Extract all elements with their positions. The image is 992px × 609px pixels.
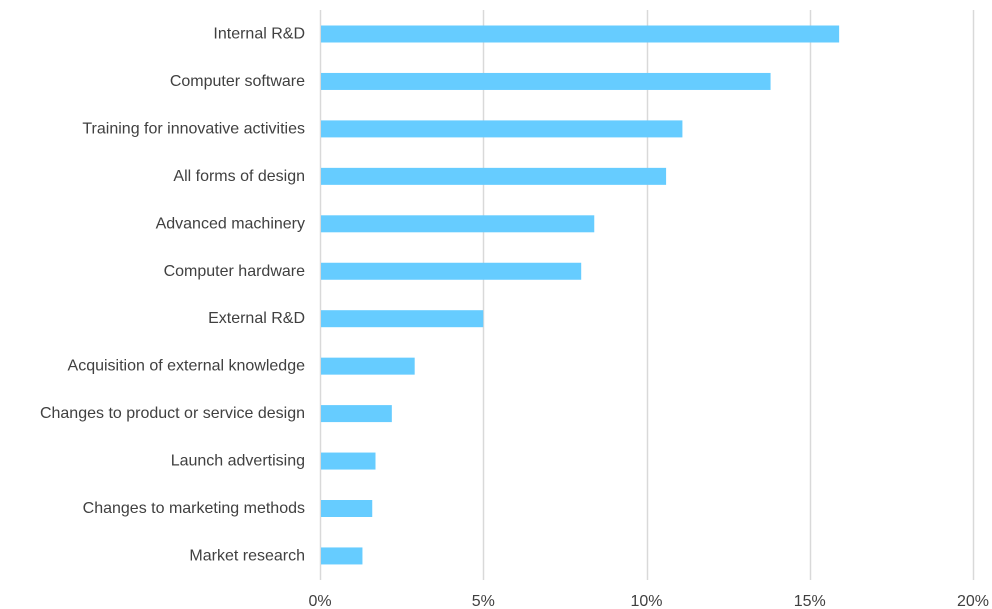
x-tick-label: 10% bbox=[630, 593, 662, 609]
bar-1 bbox=[321, 72, 771, 90]
bar-6 bbox=[321, 310, 484, 328]
bar-3 bbox=[321, 167, 667, 185]
x-tick-label: 15% bbox=[794, 593, 826, 609]
x-tick-label: 20% bbox=[957, 593, 989, 609]
bar-0 bbox=[321, 25, 840, 43]
bars bbox=[321, 25, 840, 565]
category-label: Market research bbox=[189, 547, 305, 564]
category-label: Acquisition of external knowledge bbox=[68, 358, 306, 375]
category-label: Internal R&D bbox=[213, 26, 305, 43]
bar-5 bbox=[321, 262, 582, 280]
category-label: Training for innovative activities bbox=[82, 120, 305, 137]
category-label: Changes to marketing methods bbox=[83, 500, 305, 517]
category-label: All forms of design bbox=[173, 168, 305, 185]
category-label: External R&D bbox=[208, 310, 305, 327]
category-label: Computer hardware bbox=[164, 263, 306, 280]
category-label: Advanced machinery bbox=[156, 215, 305, 232]
bar-10 bbox=[321, 500, 373, 517]
bar-8 bbox=[321, 405, 392, 423]
category-labels: Internal R&D Computer software Training fo… bbox=[40, 26, 305, 565]
category-label: Changes to product or service design bbox=[40, 405, 305, 422]
category-label: Launch advertising bbox=[171, 453, 305, 470]
x-axis-tick-labels: 0% 5% 10% 15% 20% bbox=[308, 593, 989, 609]
x-tick-label: 0% bbox=[308, 593, 331, 609]
bar-9 bbox=[321, 452, 376, 470]
bar-2 bbox=[321, 120, 683, 138]
category-label: Computer software bbox=[170, 73, 305, 90]
gridlines bbox=[319, 10, 975, 580]
bar-7 bbox=[321, 357, 415, 375]
bar-4 bbox=[321, 215, 595, 233]
bar-11 bbox=[321, 547, 363, 565]
x-tick-label: 5% bbox=[472, 593, 495, 609]
